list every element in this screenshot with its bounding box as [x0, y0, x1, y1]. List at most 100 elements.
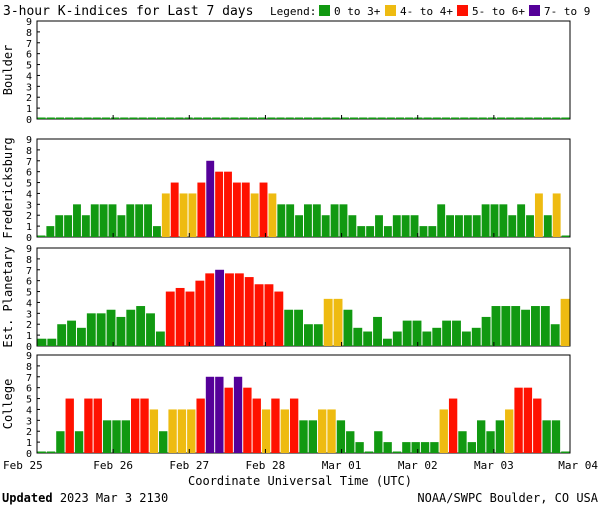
k-index-bar	[46, 117, 55, 119]
k-index-bar	[138, 117, 147, 119]
k-index-bar	[506, 117, 515, 119]
k-index-bar	[552, 117, 561, 119]
k-index-bar	[353, 327, 363, 346]
k-index-bar	[295, 215, 303, 237]
k-index-bar	[126, 204, 135, 237]
k-index-bar	[64, 215, 73, 237]
k-index-bar	[144, 204, 152, 237]
k-index-bar	[140, 398, 149, 453]
k-index-bar	[339, 204, 348, 237]
k-index-bar	[84, 398, 93, 453]
k-index-bar	[540, 306, 550, 346]
k-index-bar	[175, 287, 185, 346]
y-tick-label: 2	[26, 320, 32, 331]
k-index-bar	[261, 409, 271, 453]
k-index-bar	[83, 117, 92, 119]
y-tick-label: 1	[26, 438, 32, 449]
k-index-bar	[495, 420, 505, 453]
k-index-bar	[420, 442, 430, 453]
k-index-bar	[313, 324, 323, 346]
k-index-bar	[491, 306, 501, 346]
panel-label: Fredericksburg	[1, 137, 15, 238]
y-tick-label: 5	[26, 395, 32, 406]
y-tick-label: 3	[26, 416, 32, 427]
x-tick-label: Feb 25	[3, 459, 43, 472]
k-index-bar	[331, 117, 340, 119]
k-index-bar	[146, 313, 155, 346]
k-index-bar	[511, 306, 521, 346]
k-index-bar	[170, 182, 179, 237]
k-index-bar	[102, 420, 112, 453]
k-index-bar	[168, 409, 177, 453]
y-tick-label: 8	[26, 362, 32, 373]
k-index-bar	[221, 117, 230, 119]
k-index-bar	[392, 215, 401, 237]
panel-frame	[36, 138, 571, 238]
k-index-bar	[467, 442, 476, 453]
k-index-bar	[74, 431, 84, 453]
k-index-bar	[395, 117, 405, 119]
k-index-bar	[101, 117, 111, 119]
k-index-bar	[86, 313, 96, 346]
k-index-bar	[268, 193, 277, 237]
k-index-bar	[526, 215, 534, 237]
k-index-bar	[382, 338, 392, 346]
y-tick-label: 8	[26, 255, 32, 266]
panel-frame	[36, 20, 571, 120]
k-index-bar	[318, 409, 327, 453]
legend-text: 4- to 4+	[400, 5, 453, 18]
k-index-bar	[357, 226, 366, 237]
k-index-bar	[472, 215, 481, 237]
updated-value: 2023 Mar 3 2130	[59, 491, 169, 505]
y-tick-label: 2	[26, 93, 32, 104]
y-tick-label: 1	[26, 222, 32, 233]
k-index-bar	[542, 117, 552, 119]
k-index-bar	[368, 117, 377, 119]
y-tick-label: 5	[26, 61, 32, 72]
k-index-bar	[476, 420, 486, 453]
k-index-bar	[258, 117, 267, 119]
k-index-bar	[542, 420, 551, 453]
k-index-bar	[422, 331, 432, 346]
k-index-bar	[286, 204, 295, 237]
k-index-bar	[373, 316, 382, 346]
k-index-bar	[206, 160, 215, 237]
k-index-bar	[187, 409, 196, 453]
k-index-bar	[550, 324, 560, 346]
y-tick-label: 8	[26, 28, 32, 39]
k-index-bar	[65, 398, 74, 453]
k-index-bar	[179, 193, 188, 237]
y-tick-label: 3	[26, 309, 32, 320]
y-tick-label: 3	[26, 200, 32, 211]
k-index-bar	[202, 117, 212, 119]
k-index-bar	[441, 117, 451, 119]
k-index-bar	[92, 117, 101, 119]
x-tick-label: Mar 02	[398, 459, 438, 472]
y-tick-label: 9	[26, 135, 32, 146]
k-index-bar	[81, 215, 90, 237]
k-index-bar	[233, 376, 243, 453]
k-index-bar	[93, 398, 102, 453]
panel-frame	[36, 247, 571, 347]
k-index-bar	[383, 226, 392, 237]
k-index-bar	[99, 204, 108, 237]
k-index-bar	[521, 309, 531, 346]
k-index-bar	[276, 117, 285, 119]
k-index-bar	[230, 117, 239, 119]
k-index-bar	[304, 324, 313, 346]
legend-swatch	[385, 5, 396, 16]
k-index-bar	[225, 273, 234, 346]
k-index-bar	[524, 117, 533, 119]
k-index-bar	[159, 431, 168, 453]
k-index-bar	[308, 420, 318, 453]
k-index-bar	[430, 442, 439, 453]
k-index-bar	[363, 331, 373, 346]
k-index-bar	[327, 409, 336, 453]
y-tick-label: 2	[26, 427, 32, 438]
k-index-bar	[343, 309, 353, 346]
k-index-bar	[277, 204, 286, 237]
y-tick-label: 6	[26, 168, 32, 179]
k-index-bar	[224, 171, 232, 237]
k-index-bar	[348, 215, 357, 237]
k-index-bar	[366, 226, 375, 237]
